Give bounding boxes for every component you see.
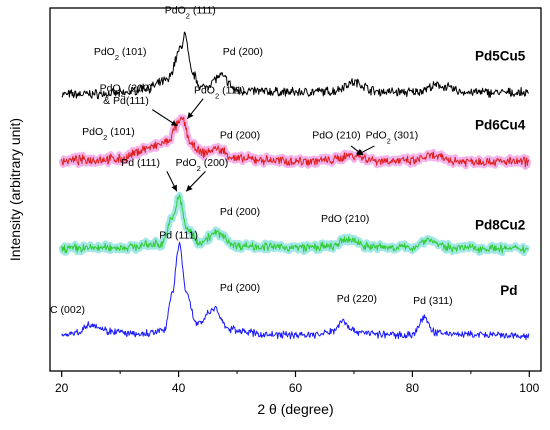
peak-label: C (002) — [50, 304, 85, 316]
peak-label-text: PdO — [94, 46, 115, 58]
peak-label: Pd (200) — [220, 282, 260, 294]
series-name-label: Pd8Cu2 — [475, 217, 525, 232]
peak-label-text: PdO — [194, 84, 215, 96]
peak-label: & Pd(111) — [103, 95, 149, 107]
peak-label: PdO2 (301) — [366, 130, 419, 146]
peak-label-subscript: 2 — [197, 163, 201, 172]
peak-label-text: PdO — [82, 126, 103, 138]
peak-label-text: Pd (111) — [121, 157, 160, 169]
plot-frame — [49, 7, 542, 372]
peak-label-text: C (002) — [50, 304, 85, 316]
peak-label: PdO2 (111) — [165, 4, 216, 20]
peak-label-text: PdO (210) — [321, 213, 369, 225]
annotation-arrow-head — [170, 120, 178, 126]
peak-label-subscript: 2 — [121, 89, 125, 98]
annotation-arrow-head — [187, 112, 194, 119]
peak-label: Pd (200) — [220, 130, 260, 142]
peak-label: PdO2 (101) — [82, 126, 135, 142]
peak-label-text: Pd8Cu2 — [475, 217, 525, 232]
annotation-arrows — [151, 98, 375, 192]
series-name-label: Pd — [500, 283, 517, 298]
peak-label: Pd (311) — [413, 295, 453, 307]
peak-label-text: Pd (220) — [337, 293, 377, 305]
peak-label-text: Pd (111) — [159, 230, 198, 242]
peak-label-text: PdO — [176, 157, 197, 169]
peak-label-rest: (301) — [391, 130, 418, 142]
peak-label-text: Pd (200) — [220, 206, 260, 218]
series-lines — [61, 31, 530, 341]
peak-label-text: PdO — [165, 4, 186, 16]
peak-label-subscript: 2 — [215, 91, 219, 100]
series-line-Pd6Cu4 — [61, 116, 530, 168]
peak-label: Pd (111) — [159, 230, 198, 242]
peak-label-text: Pd (311) — [413, 295, 453, 307]
series-line-Pd8Cu2 — [61, 194, 529, 254]
x-tick-label: 100 — [519, 381, 539, 395]
peak-label-subscript: 2 — [103, 133, 107, 142]
peak-label-rest: (200) — [201, 157, 228, 169]
peak-label-text: Pd — [500, 283, 517, 298]
y-axis-label: Intensity (arbitrary unit) — [7, 118, 23, 261]
peak-label-rest: (200) — [125, 82, 152, 94]
x-tick-label: 40 — [172, 381, 186, 395]
peak-label: PdO (210) — [312, 130, 360, 142]
peak-label-text: Pd6Cu4 — [475, 118, 526, 133]
peak-label-subscript: 2 — [387, 136, 391, 145]
x-tick-label: 60 — [289, 381, 303, 395]
peak-label-rest: (111) — [219, 84, 245, 96]
peak-label-subscript: 2 — [186, 11, 190, 20]
peak-label-text: PdO — [366, 130, 387, 142]
peak-label: Pd (220) — [337, 293, 377, 305]
peak-label-subscript: 2 — [115, 53, 119, 62]
series-name-label: Pd6Cu4 — [475, 118, 526, 133]
x-tick-label: 20 — [55, 381, 69, 395]
x-axis-label: 2 θ (degree) — [257, 401, 333, 417]
series-name-label: Pd5Cu5 — [475, 49, 526, 64]
peak-label: PdO2 (200) — [100, 82, 153, 98]
annotation-arrow-head — [171, 184, 177, 192]
x-axis-ticks: 20 40 60 80 100 — [55, 371, 540, 395]
peak-label: PdO2 (101) — [94, 46, 147, 62]
peak-label: PdO2 (200) — [176, 157, 229, 173]
peak-label-text: Pd (200) — [220, 282, 260, 294]
peak-label-text: PdO (210) — [312, 130, 360, 142]
peak-label-rest: (101) — [119, 46, 146, 58]
peak-label: PdO2 (111) — [194, 84, 245, 100]
peak-label-text: PdO — [100, 82, 121, 94]
series-band-Pd8Cu2 — [58, 191, 532, 257]
x-tick-label: 80 — [406, 381, 420, 395]
series-line-Pd — [61, 241, 530, 341]
peak-label-text: Pd (200) — [220, 130, 260, 142]
peak-label: Pd (111) — [121, 157, 160, 169]
peak-label-text: Pd5Cu5 — [475, 49, 526, 64]
peak-label-text: Pd (200) — [223, 46, 263, 58]
peak-label: Pd (200) — [220, 206, 260, 218]
series-line-Pd5Cu5 — [61, 31, 529, 100]
peak-label-rest: (111) — [190, 4, 216, 16]
annotation-arrow-head — [186, 184, 193, 192]
peak-label-rest: (101) — [107, 126, 134, 138]
annotation-arrow-head — [356, 149, 364, 156]
peak-label: PdO (210) — [321, 213, 369, 225]
peak-label-text: & Pd(111) — [103, 95, 149, 107]
peak-label: Pd (200) — [223, 46, 263, 58]
